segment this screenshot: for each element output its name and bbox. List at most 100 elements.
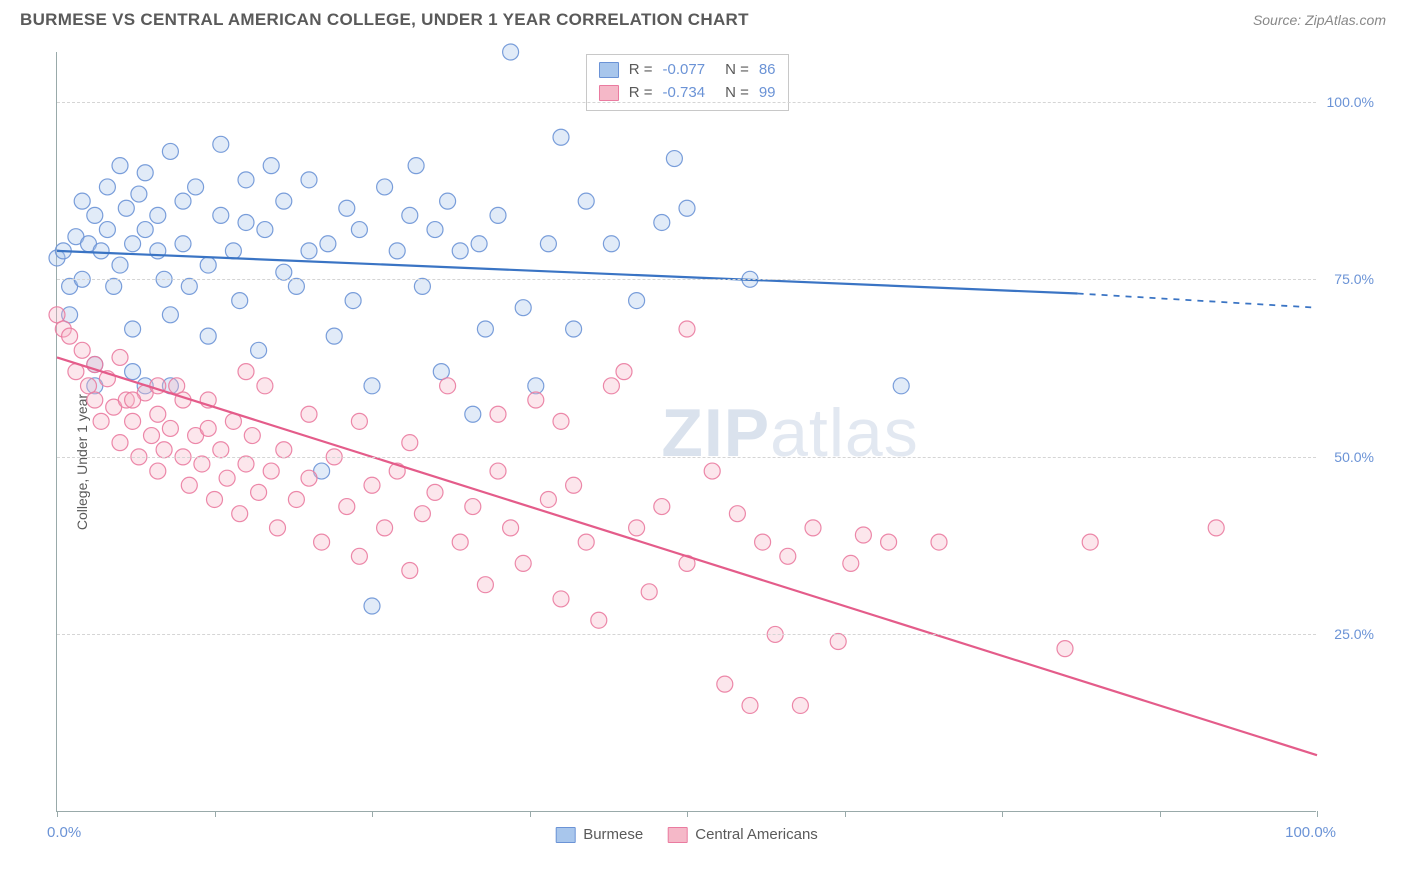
data-point [427, 222, 443, 238]
data-point [389, 243, 405, 259]
data-point [276, 193, 292, 209]
data-point [465, 406, 481, 422]
data-point [93, 243, 109, 259]
data-point [477, 577, 493, 593]
data-point [339, 499, 355, 515]
data-point [175, 193, 191, 209]
data-point [616, 364, 632, 380]
gridline [57, 279, 1316, 280]
data-point [162, 143, 178, 159]
data-point [125, 321, 141, 337]
data-point [276, 264, 292, 280]
data-point [137, 165, 153, 181]
gridline [57, 102, 1316, 103]
scatter-svg [57, 52, 1316, 811]
x-tick [1160, 811, 1161, 817]
data-point [540, 236, 556, 252]
data-point [780, 548, 796, 564]
data-point [49, 307, 65, 323]
legend-swatch [667, 827, 687, 843]
data-point [843, 555, 859, 571]
data-point [855, 527, 871, 543]
legend-label: Burmese [583, 826, 643, 843]
data-point [433, 364, 449, 380]
data-point [452, 534, 468, 550]
data-point [566, 477, 582, 493]
data-point [704, 463, 720, 479]
data-point [263, 463, 279, 479]
data-point [553, 413, 569, 429]
x-tick [530, 811, 531, 817]
data-point [490, 463, 506, 479]
legend-swatch [599, 62, 619, 78]
data-point [188, 179, 204, 195]
data-point [244, 428, 260, 444]
data-point [137, 222, 153, 238]
data-point [232, 293, 248, 309]
data-point [591, 612, 607, 628]
x-tick [372, 811, 373, 817]
data-point [200, 420, 216, 436]
stat-r-value: -0.734 [663, 82, 706, 105]
stat-n-value: 99 [759, 82, 776, 105]
trend-line-dashed [1078, 293, 1317, 307]
chart-source: Source: ZipAtlas.com [1253, 12, 1386, 28]
data-point [540, 491, 556, 507]
data-point [402, 435, 418, 451]
legend-item: Burmese [555, 826, 643, 843]
data-point [414, 506, 430, 522]
data-point [150, 243, 166, 259]
data-point [364, 378, 380, 394]
data-point [238, 172, 254, 188]
data-point [717, 676, 733, 692]
data-point [219, 470, 235, 486]
data-point [515, 555, 531, 571]
data-point [471, 236, 487, 252]
x-tick [57, 811, 58, 817]
chart-title: BURMESE VS CENTRAL AMERICAN COLLEGE, UND… [20, 10, 749, 30]
data-point [150, 463, 166, 479]
data-point [251, 484, 267, 500]
legend-label: Central Americans [695, 826, 818, 843]
data-point [452, 243, 468, 259]
data-point [288, 278, 304, 294]
data-point [414, 278, 430, 294]
data-point [81, 378, 97, 394]
legend-swatch [555, 827, 575, 843]
data-point [74, 193, 90, 209]
data-point [679, 200, 695, 216]
x-tick [1317, 811, 1318, 817]
data-point [528, 378, 544, 394]
data-point [301, 243, 317, 259]
data-point [200, 257, 216, 273]
data-point [440, 193, 456, 209]
data-point [232, 506, 248, 522]
data-point [654, 214, 670, 230]
stat-r-label: R = [629, 82, 653, 105]
data-point [125, 364, 141, 380]
x-tick [687, 811, 688, 817]
data-point [257, 222, 273, 238]
data-point [931, 534, 947, 550]
data-point [503, 44, 519, 60]
data-point [213, 207, 229, 223]
data-point [345, 293, 361, 309]
data-point [251, 342, 267, 358]
data-point [364, 598, 380, 614]
data-point [238, 214, 254, 230]
data-point [144, 428, 160, 444]
data-point [112, 158, 128, 174]
x-tick [1002, 811, 1003, 817]
data-point [263, 158, 279, 174]
data-point [893, 378, 909, 394]
data-point [830, 634, 846, 650]
stat-r-label: R = [629, 59, 653, 82]
chart-container: College, Under 1 year ZIPatlas R =-0.077… [20, 42, 1386, 882]
data-point [74, 342, 90, 358]
data-point [150, 207, 166, 223]
data-point [326, 328, 342, 344]
data-point [742, 697, 758, 713]
stat-n-label: N = [725, 59, 749, 82]
data-point [515, 300, 531, 316]
data-point [729, 506, 745, 522]
